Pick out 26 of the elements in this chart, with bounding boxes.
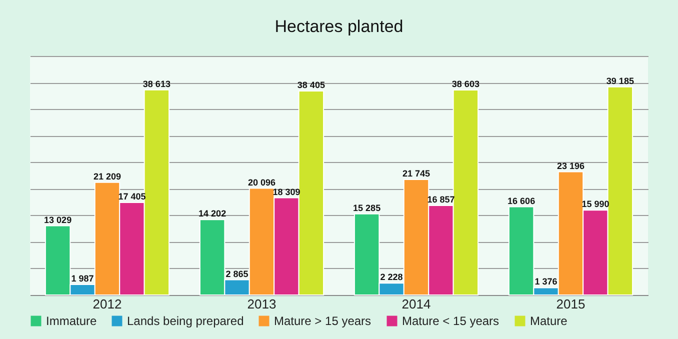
data-label: 1 987	[71, 273, 94, 284]
data-label: 16 606	[508, 196, 536, 206]
data-label: 38 613	[142, 78, 170, 89]
data-label: 14 202	[198, 208, 226, 219]
legend-label: Mature	[530, 314, 568, 328]
x-tick-label: 2013	[247, 296, 276, 312]
legend-label: Lands being prepared	[127, 314, 244, 328]
data-label: 15 285	[353, 202, 381, 213]
legend-label: Mature < 15 years	[402, 314, 500, 328]
data-label: 2 865	[226, 268, 248, 279]
data-label: 1 376	[534, 276, 558, 287]
x-tick-label: 2014	[402, 296, 431, 312]
data-label: 38 405	[297, 80, 325, 90]
data-label: 39 185	[606, 76, 634, 86]
legend-label: Mature > 15 years	[274, 314, 372, 328]
chart-title: Hectares planted	[274, 17, 404, 36]
data-label: 13 029	[44, 214, 72, 225]
data-label: 20 096	[248, 177, 276, 188]
x-tick-label: 2012	[92, 296, 122, 312]
data-label: 23 196	[556, 160, 585, 171]
x-tick-label: 2015	[556, 296, 586, 312]
data-label: 2 228	[380, 272, 403, 282]
data-label: 21 209	[93, 171, 122, 182]
data-label: 21 745	[402, 168, 430, 179]
legend-label: Immature	[46, 314, 98, 328]
data-label: 38 603	[452, 78, 480, 89]
